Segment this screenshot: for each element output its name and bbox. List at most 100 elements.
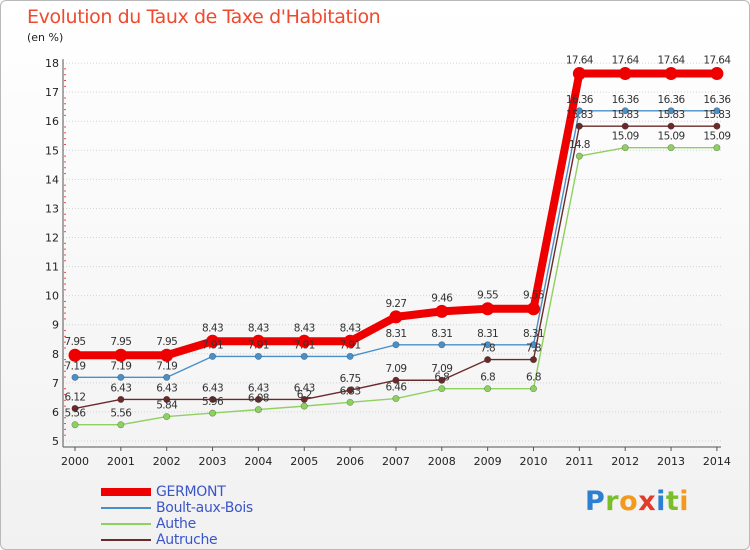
data-point bbox=[160, 348, 174, 362]
data-point bbox=[713, 107, 721, 115]
data-point bbox=[300, 395, 308, 403]
data-label: 5.56 bbox=[65, 408, 87, 420]
data-point bbox=[527, 302, 540, 316]
data-label: 14.8 bbox=[569, 139, 590, 151]
data-label: 7.19 bbox=[110, 360, 131, 372]
y-tick-label: 16 bbox=[45, 115, 59, 128]
data-point bbox=[667, 107, 675, 115]
y-tick-label: 7 bbox=[52, 377, 59, 390]
x-tick-label: 2007 bbox=[382, 455, 410, 468]
data-point bbox=[346, 352, 354, 360]
logo-letter: x bbox=[638, 486, 657, 517]
data-label: 6.43 bbox=[156, 382, 177, 394]
y-tick-label: 11 bbox=[45, 261, 59, 274]
legend-label: Boult-aux-Bois bbox=[156, 500, 253, 516]
data-point bbox=[346, 386, 354, 394]
data-point bbox=[438, 385, 446, 393]
y-tick-label: 17 bbox=[45, 86, 59, 99]
data-label: 16.36 bbox=[612, 94, 640, 106]
data-point bbox=[117, 373, 125, 381]
data-label: 7.91 bbox=[294, 339, 315, 351]
data-label: 7.09 bbox=[385, 363, 406, 375]
y-axis-unit: (en %) bbox=[27, 31, 64, 44]
data-point bbox=[206, 334, 220, 348]
data-point bbox=[664, 67, 678, 81]
data-point bbox=[300, 402, 308, 410]
axes: 5 6 7 8 9 10 11 12 13 14 15 16 17 18 2000 2001 2002 2003 2… bbox=[45, 57, 731, 468]
x-tick-label: 2000 bbox=[61, 455, 89, 468]
y-tick-label: 6 bbox=[52, 406, 59, 419]
data-point bbox=[297, 334, 311, 348]
data-point bbox=[618, 67, 632, 81]
data-point bbox=[435, 304, 449, 318]
data-point bbox=[621, 144, 629, 152]
y-tick-label: 8 bbox=[52, 348, 59, 361]
y-tick-label: 10 bbox=[45, 290, 59, 303]
x-tick-label: 2004 bbox=[244, 455, 272, 468]
x-tick-label: 2013 bbox=[657, 455, 685, 468]
legend-swatch bbox=[101, 523, 151, 525]
data-label: 6.12 bbox=[65, 391, 86, 403]
data-label: 6.43 bbox=[248, 382, 269, 394]
data-label: 16.36 bbox=[658, 94, 686, 106]
data-point bbox=[163, 413, 171, 421]
data-point bbox=[484, 385, 492, 393]
data-point bbox=[71, 421, 79, 429]
data-point bbox=[392, 341, 400, 349]
x-tick-label: 2009 bbox=[474, 455, 502, 468]
data-label: 6.8 bbox=[480, 372, 495, 384]
data-point bbox=[392, 395, 400, 403]
data-label: 9.55 bbox=[477, 290, 498, 302]
data-point bbox=[713, 144, 721, 152]
series-germont bbox=[68, 67, 724, 362]
legend-label: Autruche bbox=[156, 532, 218, 548]
data-label: 7.95 bbox=[110, 336, 131, 348]
data-label: 16.36 bbox=[566, 94, 594, 106]
data-point bbox=[575, 122, 583, 130]
data-label: 15.83 bbox=[612, 109, 639, 121]
data-label: 7.95 bbox=[65, 336, 86, 348]
data-point bbox=[667, 144, 675, 152]
data-label: 6.8 bbox=[526, 372, 541, 384]
data-point bbox=[392, 376, 400, 384]
data-label: 8.31 bbox=[385, 328, 406, 340]
logo-letter: o bbox=[619, 486, 639, 517]
data-point bbox=[484, 341, 492, 349]
data-point bbox=[621, 107, 629, 115]
series-authe bbox=[71, 144, 721, 429]
data-label: 8.43 bbox=[294, 322, 315, 334]
data-point bbox=[529, 356, 537, 364]
data-point bbox=[389, 310, 403, 324]
y-tick-label: 18 bbox=[45, 57, 59, 70]
data-point bbox=[163, 395, 171, 403]
data-label: 7.95 bbox=[156, 336, 177, 348]
data-label: 5.56 bbox=[110, 408, 132, 420]
data-label: 17.64 bbox=[658, 55, 686, 67]
data-label: 17.64 bbox=[566, 55, 594, 67]
data-label: 7.19 bbox=[65, 360, 86, 372]
data-point bbox=[710, 67, 724, 81]
data-label: 9.46 bbox=[431, 292, 453, 304]
data-label: 7.91 bbox=[248, 339, 269, 351]
y-tick-label: 5 bbox=[52, 435, 59, 448]
data-label: 15.09 bbox=[612, 131, 639, 143]
x-tick-label: 2005 bbox=[290, 455, 318, 468]
data-label: 7.09 bbox=[431, 363, 452, 375]
series-boult-aux-bois bbox=[71, 107, 721, 381]
data-label: 6.43 bbox=[202, 382, 223, 394]
data-label: 6.8 bbox=[434, 372, 449, 384]
data-point bbox=[209, 352, 217, 360]
data-point bbox=[254, 352, 262, 360]
x-tick-label: 2010 bbox=[520, 455, 548, 468]
data-label: 8.31 bbox=[431, 328, 452, 340]
data-label: 6.43 bbox=[110, 382, 131, 394]
logo-letter: i bbox=[656, 486, 666, 517]
data-label: 5.96 bbox=[202, 396, 224, 408]
data-point bbox=[209, 409, 217, 417]
data-label: 8.31 bbox=[523, 328, 544, 340]
series-autruche bbox=[71, 122, 721, 412]
data-labels: 7.95 7.95 7.95 8.43 8.43 8.43 8.43 9.27 9.46 9.55… bbox=[65, 55, 732, 420]
data-point bbox=[481, 302, 495, 316]
y-tick-label: 14 bbox=[45, 173, 59, 186]
